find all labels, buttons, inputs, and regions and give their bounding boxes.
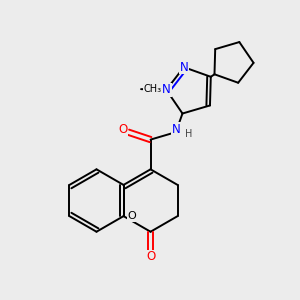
Text: CH₃: CH₃ (143, 84, 162, 94)
Text: O: O (146, 250, 155, 263)
Text: O: O (128, 211, 136, 221)
Text: N: N (162, 83, 171, 96)
Text: N: N (171, 123, 180, 136)
Text: O: O (118, 123, 128, 136)
Text: H: H (185, 129, 193, 139)
Text: N: N (179, 61, 188, 74)
